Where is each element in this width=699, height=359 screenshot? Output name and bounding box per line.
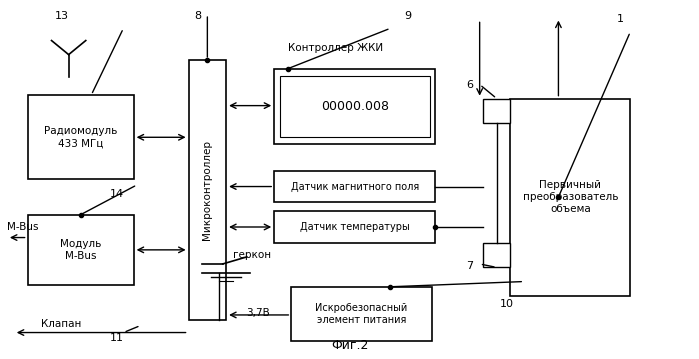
Text: Датчик температуры: Датчик температуры [300, 222, 410, 232]
Bar [27, 95, 134, 180]
Text: 8: 8 [194, 11, 201, 21]
Text: 3,7В: 3,7В [247, 308, 271, 318]
Bar [280, 76, 430, 137]
Text: Микроконтроллер: Микроконтроллер [202, 140, 212, 240]
Bar [483, 99, 510, 123]
Text: Датчик магнитного поля: Датчик магнитного поля [291, 182, 419, 192]
Text: M-Bus: M-Bus [7, 222, 38, 232]
Text: 14: 14 [110, 188, 124, 199]
Bar [483, 243, 510, 267]
Bar [291, 287, 432, 341]
Text: 9: 9 [404, 11, 411, 21]
Text: Первичный
преобразователь
объема: Первичный преобразователь объема [523, 181, 618, 214]
Bar [510, 99, 630, 295]
Text: Радиомодуль
433 МГц: Радиомодуль 433 МГц [44, 126, 117, 148]
Text: Искробезопасный
элемент питания: Искробезопасный элемент питания [315, 303, 408, 325]
Text: 10: 10 [500, 299, 514, 309]
Bar [274, 69, 435, 144]
Bar [189, 60, 226, 320]
Text: Контроллер ЖКИ: Контроллер ЖКИ [288, 43, 383, 52]
Text: геркон: геркон [233, 250, 271, 260]
Text: 1: 1 [617, 14, 624, 24]
Text: 13: 13 [55, 11, 69, 21]
Bar [274, 211, 435, 243]
Text: 7: 7 [466, 261, 473, 271]
Bar [27, 215, 134, 285]
Text: Фиг.2: Фиг.2 [331, 339, 368, 352]
Text: 6: 6 [466, 79, 473, 89]
Bar [274, 171, 435, 202]
Text: 11: 11 [110, 333, 124, 343]
Text: 00000.008: 00000.008 [321, 100, 389, 113]
Text: Клапан: Клапан [41, 319, 82, 329]
Text: Модуль
M-Bus: Модуль M-Bus [60, 239, 101, 261]
